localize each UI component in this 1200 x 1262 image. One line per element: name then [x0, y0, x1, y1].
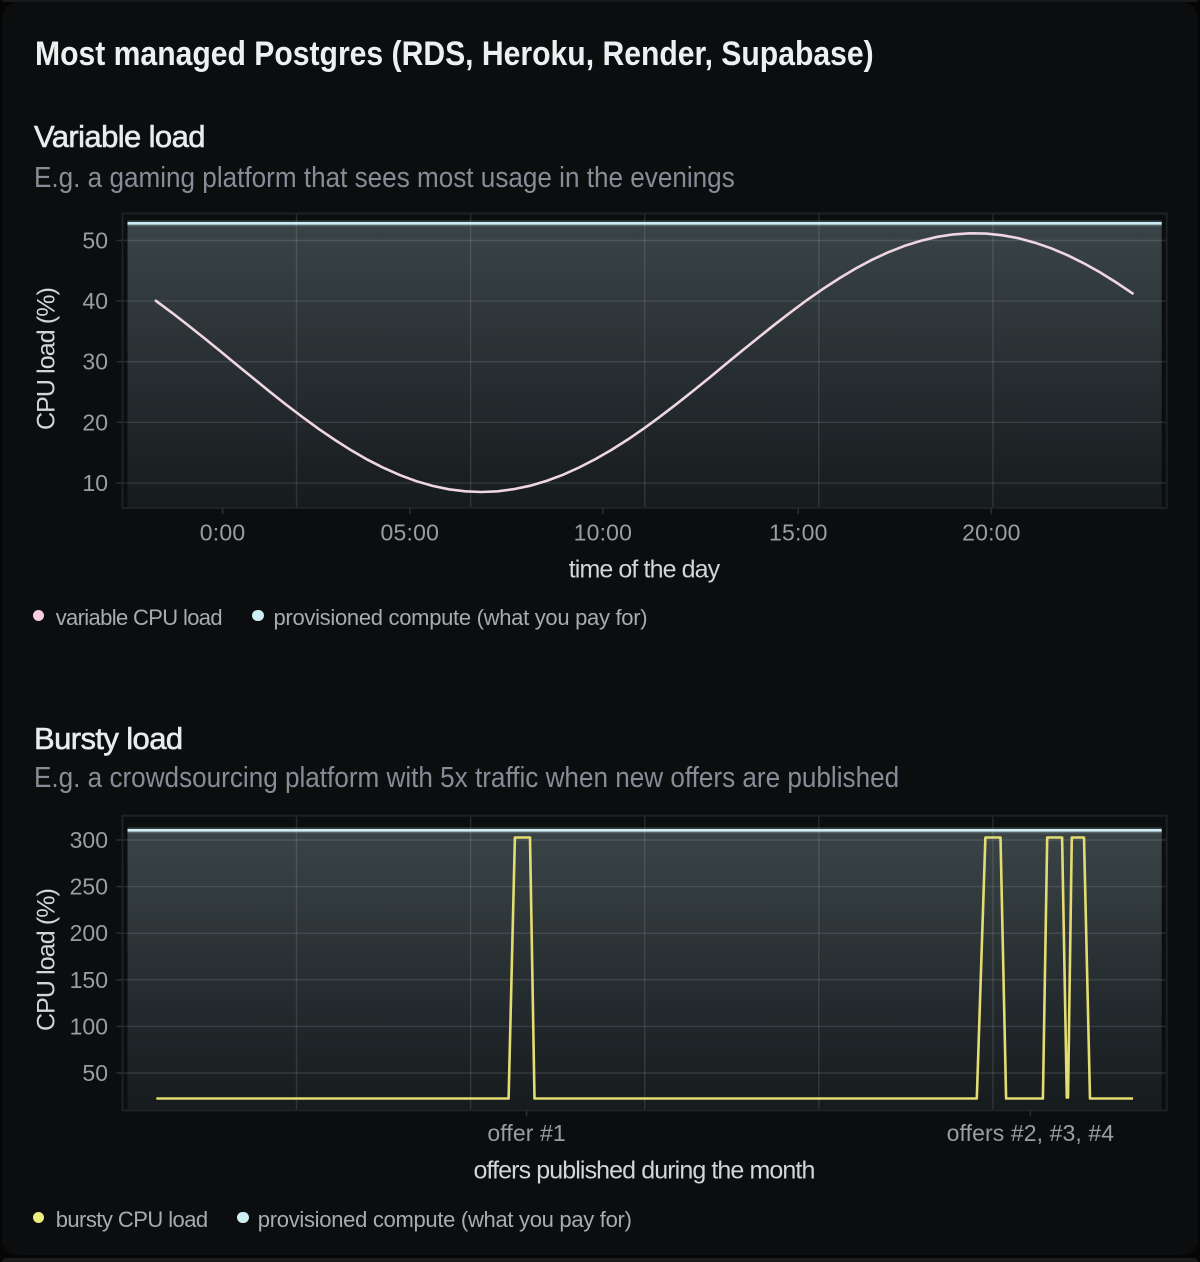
svg-text:10: 10: [82, 470, 108, 496]
svg-text:150: 150: [70, 967, 108, 993]
svg-text:15:00: 15:00: [769, 519, 828, 545]
svg-text:CPU load (%): CPU load (%): [33, 889, 61, 1031]
svg-text:20: 20: [82, 409, 108, 435]
svg-text:250: 250: [70, 874, 108, 900]
svg-text:time of the day: time of the day: [569, 555, 721, 583]
svg-text:30: 30: [82, 349, 108, 375]
svg-text:05:00: 05:00: [381, 519, 440, 545]
svg-text:50: 50: [82, 1060, 108, 1086]
svg-text:200: 200: [70, 920, 108, 946]
svg-text:offers #2, #3, #4: offers #2, #3, #4: [947, 1120, 1115, 1146]
svg-text:40: 40: [82, 288, 108, 314]
svg-text:0:00: 0:00: [200, 519, 246, 545]
svg-text:10:00: 10:00: [574, 519, 633, 545]
svg-text:CPU load (%): CPU load (%): [33, 288, 61, 430]
svg-text:300: 300: [70, 827, 108, 853]
svg-text:50: 50: [82, 228, 108, 254]
svg-text:offers published during the mo: offers published during the month: [474, 1156, 815, 1184]
svg-text:offer #1: offer #1: [487, 1120, 565, 1146]
svg-text:100: 100: [70, 1013, 108, 1039]
svg-text:20:00: 20:00: [962, 519, 1021, 545]
